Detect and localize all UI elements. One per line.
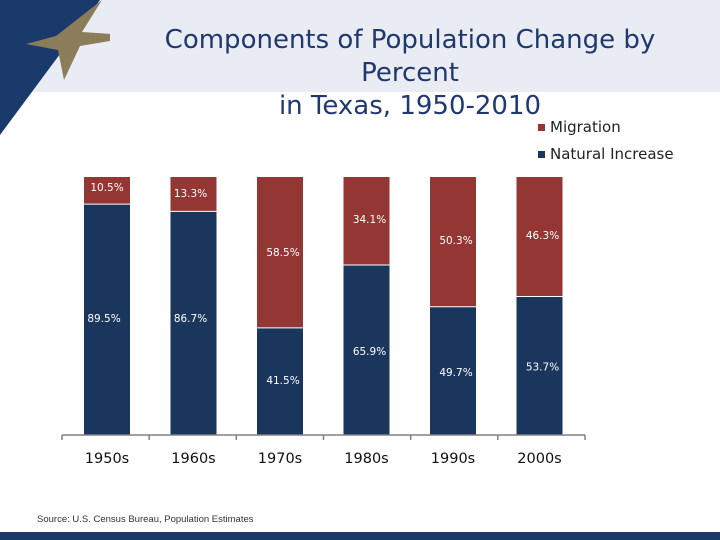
star-icon <box>26 0 110 80</box>
data-label-natural-increase-2000s: 53.7% <box>526 361 559 373</box>
bar-natural-increase-1950s <box>84 204 130 435</box>
bar-natural-increase-1990s <box>430 306 476 435</box>
data-label-natural-increase-1960s: 86.7% <box>174 313 207 325</box>
data-label-natural-increase-1990s: 49.7% <box>439 367 472 379</box>
corner-decoration <box>0 0 110 135</box>
bar-natural-increase-1960s <box>170 211 217 435</box>
bar-natural-increase-2000s <box>516 296 563 435</box>
x-axis-label-1950s: 1950s <box>85 451 129 467</box>
legend-swatch-natural-increase <box>538 151 545 158</box>
data-label-migration-1960s: 13.3% <box>174 188 207 200</box>
legend-label-migration: Migration <box>550 118 621 136</box>
x-axis-label-2000s: 2000s <box>517 451 561 467</box>
data-label-natural-increase-1980s: 65.9% <box>353 346 386 358</box>
data-label-migration-1990s: 50.3% <box>439 235 472 247</box>
legend-label-natural-increase: Natural Increase <box>550 145 674 163</box>
bar-migration-2000s <box>516 177 563 297</box>
legend-swatch-migration <box>538 124 545 131</box>
bar-migration-1980s <box>343 177 390 265</box>
bar-natural-increase-1970s <box>257 327 303 435</box>
bottom-bar <box>0 532 720 540</box>
bar-migration-1960s <box>170 177 217 212</box>
data-label-migration-1950s: 10.5% <box>90 182 123 194</box>
bar-migration-1950s <box>84 177 130 205</box>
x-axis-label-1970s: 1970s <box>258 451 302 467</box>
bar-migration-1970s <box>257 177 303 328</box>
source-note: Source: U.S. Census Bureau, Population E… <box>37 514 254 525</box>
slide-title: Components of Population Change by Perce… <box>130 24 690 123</box>
header-band <box>0 0 720 92</box>
data-label-natural-increase-1950s: 89.5% <box>87 313 120 325</box>
data-label-migration-2000s: 46.3% <box>526 230 559 242</box>
x-axis-label-1980s: 1980s <box>344 451 388 467</box>
data-label-migration-1970s: 58.5% <box>266 247 299 259</box>
x-axis-label-1990s: 1990s <box>431 451 475 467</box>
x-axis-label-1960s: 1960s <box>171 451 215 467</box>
slide-title-line-1: Components of Population Change by Perce… <box>164 25 656 88</box>
slide-title-line-2: in Texas, 1950-2010 <box>278 91 542 121</box>
data-label-migration-1980s: 34.1% <box>353 214 386 226</box>
bar-migration-1990s <box>430 177 476 307</box>
bar-natural-increase-1980s <box>343 264 390 435</box>
data-label-natural-increase-1970s: 41.5% <box>266 375 299 387</box>
